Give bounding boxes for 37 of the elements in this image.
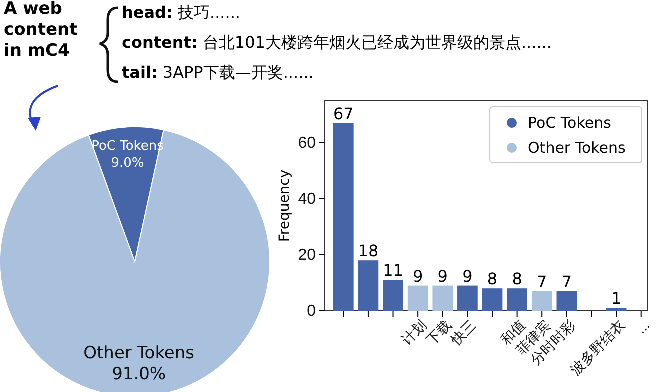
data-label: 7 xyxy=(562,272,572,292)
text: head: 技巧...... xyxy=(122,3,240,22)
bar xyxy=(556,291,578,311)
y-tick-label: 20 xyxy=(298,247,316,264)
data-label: 9 xyxy=(438,266,448,286)
slice-label: Other Tokens xyxy=(84,344,195,364)
data-label: 8 xyxy=(512,270,522,289)
x-tick-label: ... xyxy=(633,317,653,337)
data-label: 9 xyxy=(462,266,473,286)
legend-label: Other Tokens xyxy=(528,139,626,157)
data-label: 18 xyxy=(358,242,379,261)
data-label: 67 xyxy=(333,104,354,124)
text: A web content in mC4 xyxy=(4,0,78,61)
y-tick-label: 60 xyxy=(298,135,316,152)
bar xyxy=(333,123,354,311)
y-tick-label: 40 xyxy=(298,191,316,208)
data-label: 8 xyxy=(487,270,498,289)
y-axis-title: Frequency xyxy=(277,170,293,242)
data-label: 11 xyxy=(383,261,404,280)
bar xyxy=(532,291,552,311)
data-label: 7 xyxy=(537,272,548,292)
legend-label: PoC Tokens xyxy=(528,114,612,132)
y-tick-label: 0 xyxy=(307,303,316,320)
text: content: 台北101大楼跨年烟火已经成为世界级的景点...... xyxy=(122,33,552,52)
bar xyxy=(408,286,428,311)
data-label: 9.0% xyxy=(111,156,144,172)
bar xyxy=(358,260,379,311)
bar xyxy=(606,308,627,311)
text: tail: 3APP下载—开奖...... xyxy=(122,63,314,82)
bar xyxy=(507,288,528,311)
data-label: 1 xyxy=(611,289,622,308)
data-label: 9 xyxy=(412,266,424,286)
data-label: 91.0% xyxy=(112,364,166,385)
bar xyxy=(383,280,404,311)
bar xyxy=(458,286,478,311)
bar xyxy=(482,288,503,311)
bar xyxy=(432,286,454,311)
